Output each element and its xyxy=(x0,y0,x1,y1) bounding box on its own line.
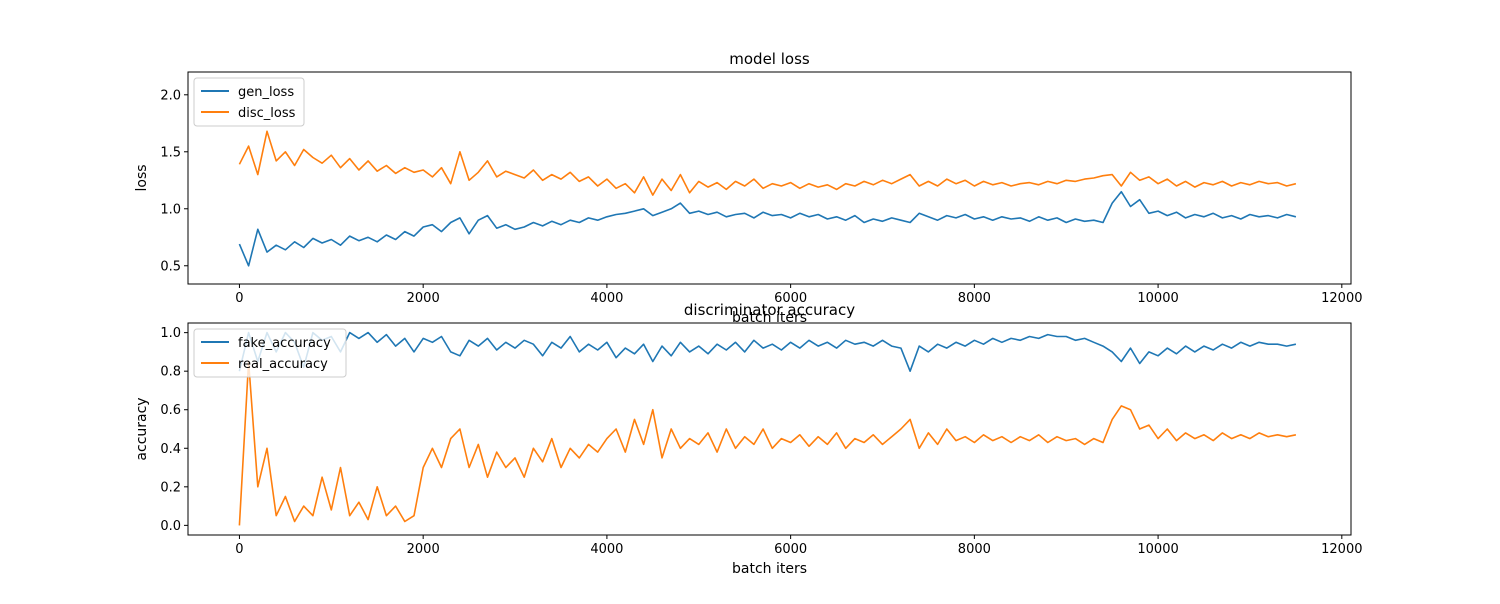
x-tick-label: 8000 xyxy=(958,542,991,557)
y-tick-label: 0.5 xyxy=(160,259,181,274)
y-tick-label: 0.8 xyxy=(160,365,181,380)
legend-label-disc_loss: disc_loss xyxy=(238,106,296,121)
x-tick-label: 12000 xyxy=(1321,291,1362,306)
x-tick-label: 0 xyxy=(235,291,243,306)
y-tick-label: 2.0 xyxy=(160,88,181,103)
chart-title: model loss xyxy=(729,50,810,68)
legend-label-gen_loss: gen_loss xyxy=(238,85,294,100)
axes-frame xyxy=(187,322,1352,536)
x-tick-label: 4000 xyxy=(590,291,623,306)
y-tick-label: 0.6 xyxy=(160,403,181,418)
chart-panel-0: 0 2000 4000 6000 8000 10000 12000 0.5 1.0 1.5 2.0 b… xyxy=(134,50,1362,326)
axes-frame xyxy=(187,71,1352,285)
x-tick-label: 8000 xyxy=(958,291,991,306)
legend-label-real_accuracy: real_accuracy xyxy=(238,357,328,372)
x-tick-label: 6000 xyxy=(774,542,807,557)
y-tick-label: 1.0 xyxy=(160,326,181,341)
legend-label-fake_accuracy: fake_accuracy xyxy=(238,336,331,351)
x-tick-label: 12000 xyxy=(1321,542,1362,557)
x-tick-label: 4000 xyxy=(590,542,623,557)
legend-box xyxy=(193,328,347,378)
x-tick-label: 2000 xyxy=(407,542,440,557)
series-line-real_accuracy xyxy=(238,360,1297,526)
x-tick-label: 0 xyxy=(235,542,243,557)
y-tick-label: 1.0 xyxy=(160,202,181,217)
x-tick-label: 6000 xyxy=(774,291,807,306)
y-tick-label: 1.5 xyxy=(160,145,181,160)
x-axis-label: batch iters xyxy=(732,561,807,577)
x-tick-label: 10000 xyxy=(1137,542,1178,557)
x-tick-label: 10000 xyxy=(1137,291,1178,306)
y-tick-label: 0.2 xyxy=(160,480,181,495)
series-line-disc_loss xyxy=(238,130,1297,196)
y-axis-label: loss xyxy=(134,164,150,191)
y-tick-label: 0.0 xyxy=(160,519,181,534)
series-line-fake_accuracy xyxy=(238,331,1297,373)
chart-title: discriminator accuracy xyxy=(684,301,855,319)
chart-panel-1: 0 2000 4000 6000 8000 10000 12000 0.0 0.2 0.4 0.6 0… xyxy=(134,301,1362,577)
series-line-gen_loss xyxy=(238,190,1297,267)
y-axis-label: accuracy xyxy=(134,397,150,460)
x-axis-label: batch iters xyxy=(732,310,807,326)
y-tick-label: 0.4 xyxy=(160,442,181,457)
x-tick-label: 2000 xyxy=(407,291,440,306)
